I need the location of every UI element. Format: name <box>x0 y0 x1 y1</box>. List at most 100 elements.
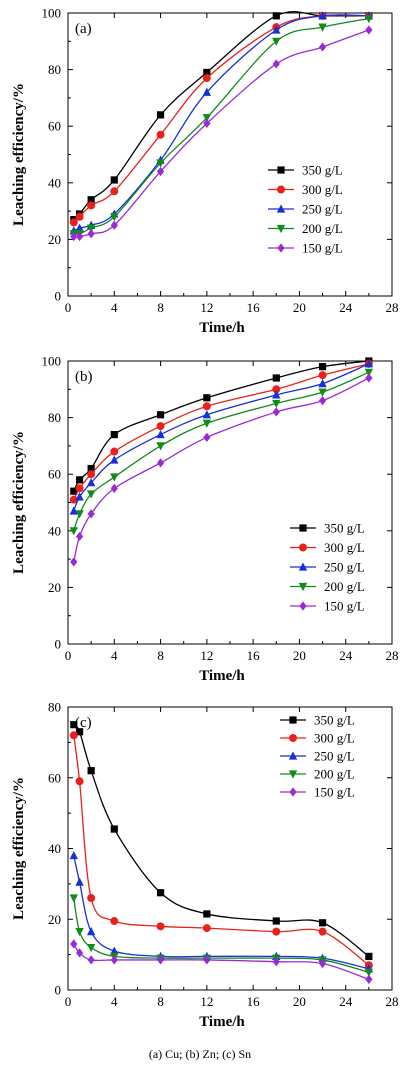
x-axis-title: Time/h <box>199 320 245 336</box>
x-tick-label: 16 <box>247 994 261 1009</box>
data-point <box>365 952 373 960</box>
x-tick-label: 12 <box>200 300 213 315</box>
data-point <box>75 510 84 519</box>
x-tick-label: 4 <box>111 648 118 663</box>
data-point <box>110 176 118 184</box>
data-point <box>70 231 78 242</box>
data-point <box>69 731 78 740</box>
data-point <box>69 850 78 860</box>
data-point <box>110 825 118 833</box>
y-tick-label: 40 <box>48 523 61 538</box>
data-point <box>156 159 165 168</box>
data-point <box>110 213 119 222</box>
data-point <box>156 955 165 965</box>
data-point <box>272 399 281 409</box>
data-point <box>318 42 327 52</box>
data-point <box>86 478 96 487</box>
data-point <box>70 557 78 567</box>
data-point <box>75 492 84 501</box>
x-tick-label: 0 <box>65 994 72 1009</box>
chart-panel-3: 0 4 8 12 16 20 24 28 0 20 40 60 80 Time/h Leaching eff… <box>11 700 399 1031</box>
data-point <box>156 166 165 177</box>
x-tick-label: 12 <box>200 648 213 663</box>
data-point <box>156 130 165 139</box>
legend-label: 200 g/L <box>302 221 343 236</box>
legend-marker <box>277 185 285 194</box>
data-point <box>75 484 84 493</box>
data-point <box>69 894 78 903</box>
data-point <box>365 373 373 383</box>
x-tick-label: 20 <box>293 994 306 1009</box>
legend-label: 300 g/L <box>302 182 343 197</box>
data-point <box>318 388 327 397</box>
y-axis-title: Leaching efficiency/% <box>11 777 27 920</box>
y-tick-label: 80 <box>48 62 61 77</box>
data-point <box>69 506 78 515</box>
data-point <box>86 490 96 499</box>
data-point <box>87 509 95 519</box>
legend-label: 250 g/L <box>302 202 343 217</box>
data-point <box>272 12 280 20</box>
data-point <box>110 917 119 926</box>
series-line <box>73 14 369 232</box>
data-point <box>156 889 165 897</box>
y-tick-label: 40 <box>48 175 61 190</box>
legend-label: 150 g/L <box>302 241 343 256</box>
data-point <box>69 495 78 504</box>
data-point <box>110 483 118 493</box>
data-point <box>87 201 96 210</box>
y-axis-title: Leaching efficiency/% <box>11 83 27 226</box>
data-point <box>272 374 280 382</box>
legend-marker <box>299 524 307 532</box>
data-point <box>202 114 212 123</box>
data-point <box>156 429 165 439</box>
y-tick-label: 0 <box>55 983 62 998</box>
data-point <box>156 422 165 431</box>
y-tick-label: 0 <box>55 289 62 304</box>
legend-label: 200 g/L <box>314 767 355 782</box>
panel-label: (b) <box>75 369 93 385</box>
data-point <box>70 939 78 949</box>
data-point <box>272 25 281 34</box>
y-tick-label: 20 <box>48 580 61 595</box>
data-point <box>75 212 84 221</box>
data-point <box>156 111 165 119</box>
legend-label: 350 g/L <box>302 163 343 178</box>
data-point <box>364 359 374 368</box>
data-point <box>365 974 373 984</box>
x-axis-title: Time/h <box>199 1014 245 1030</box>
y-tick-label: 0 <box>55 637 62 652</box>
legend-marker <box>299 601 307 611</box>
data-point <box>272 407 280 417</box>
data-point <box>156 411 165 419</box>
legend-label: 350 g/L <box>314 713 355 728</box>
data-point <box>365 25 373 35</box>
data-point <box>75 728 84 736</box>
legend-marker <box>289 787 297 797</box>
data-point <box>86 224 96 233</box>
data-point <box>87 955 95 965</box>
x-tick-label: 28 <box>386 994 399 1009</box>
data-point <box>87 464 95 473</box>
data-point <box>156 458 165 468</box>
x-tick-label: 4 <box>111 994 118 1009</box>
data-point <box>202 402 211 411</box>
data-point <box>364 15 374 24</box>
x-tick-label: 16 <box>247 300 261 315</box>
data-point <box>203 955 211 965</box>
data-point <box>110 187 119 196</box>
x-tick-label: 4 <box>111 300 118 315</box>
data-point <box>110 447 119 456</box>
data-point <box>203 118 211 128</box>
legend-label: 200 g/L <box>324 579 365 594</box>
legend-label: 150 g/L <box>314 785 355 800</box>
figure-caption: (a) Cu; (b) Zn; (c) Sn <box>148 1047 252 1061</box>
y-tick-label: 80 <box>48 700 61 715</box>
legend-marker <box>276 204 286 213</box>
y-tick-label: 100 <box>42 6 62 21</box>
x-tick-label: 0 <box>65 300 72 315</box>
data-point <box>110 946 119 955</box>
data-point <box>110 473 119 482</box>
data-point <box>318 919 327 927</box>
data-point <box>156 922 165 931</box>
